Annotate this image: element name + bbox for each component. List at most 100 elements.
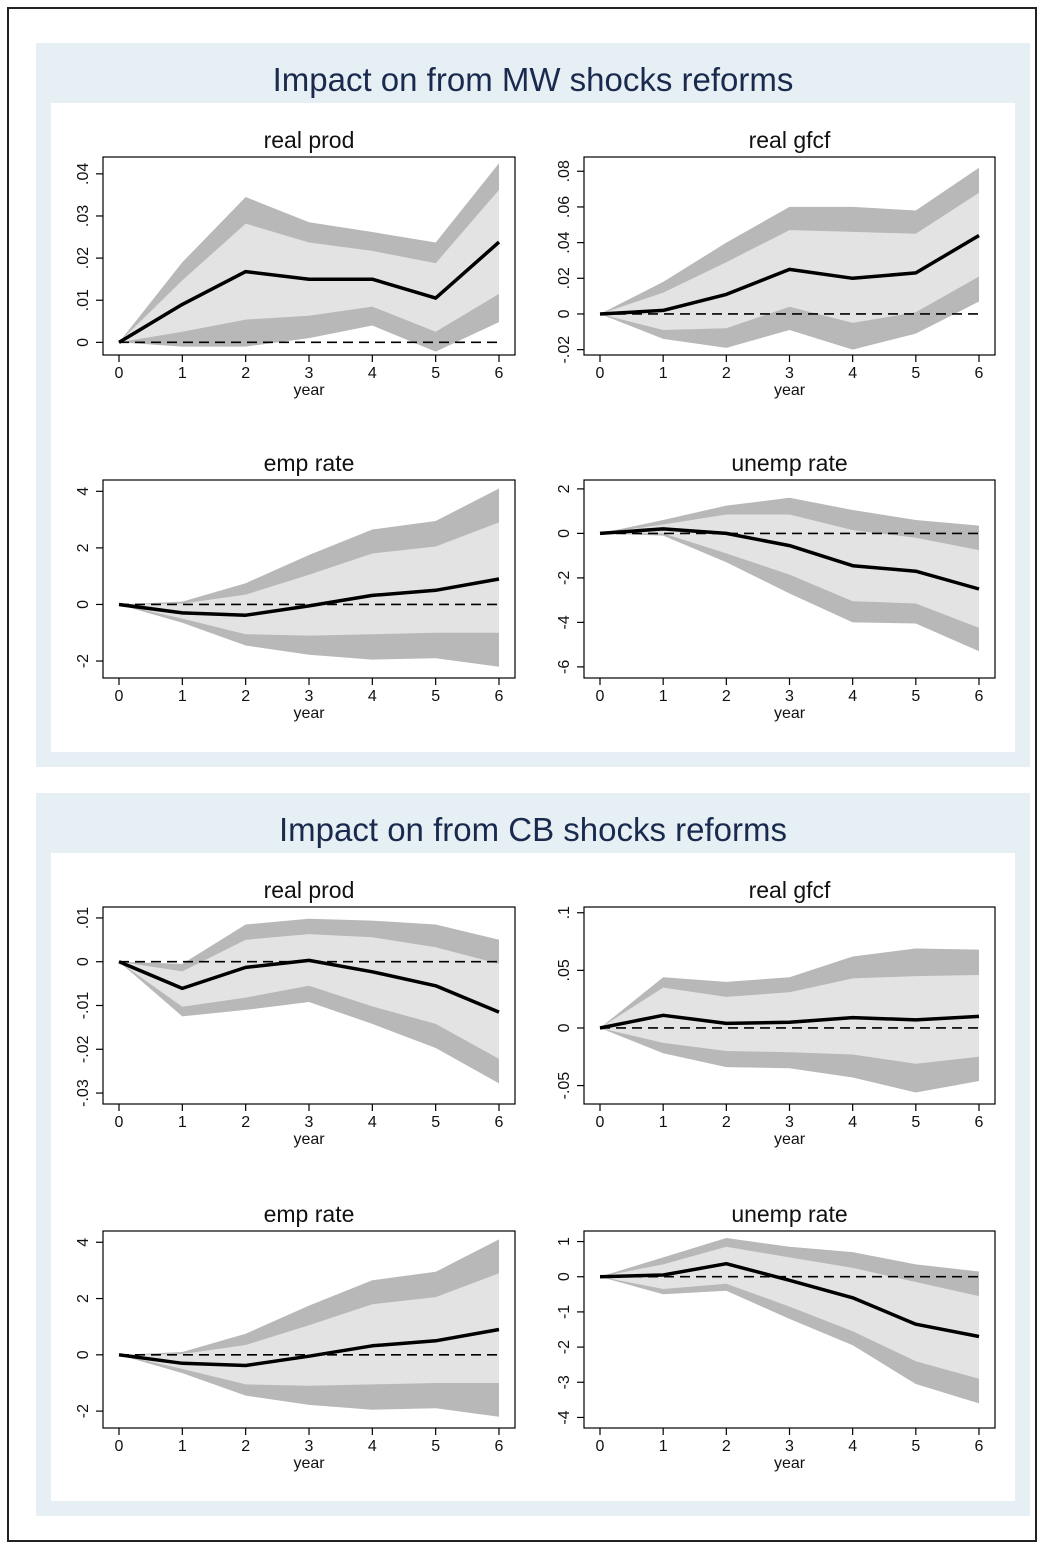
x-axis-label: year: [293, 382, 325, 399]
x-axis-label: year: [774, 705, 806, 722]
x-tick-label: 3: [785, 1114, 794, 1131]
y-tick-label: 4: [75, 487, 92, 496]
x-tick-label: 3: [305, 365, 314, 382]
x-tick-label: 4: [368, 688, 377, 705]
x-axis-label: year: [293, 1455, 325, 1472]
x-tick-label: 0: [115, 1438, 124, 1455]
x-tick-label: 5: [911, 1114, 920, 1131]
y-tick-label: 0: [556, 1272, 573, 1281]
point-estimate-line: [599, 1261, 980, 1339]
y-tick-label: .06: [556, 196, 573, 218]
x-tick-label: 0: [596, 1438, 605, 1455]
x-tick-label: 6: [495, 1114, 504, 1131]
mw-shocks-panel: Impact on from MW shocks reforms: [36, 43, 1030, 767]
chart-title: emp rate: [264, 1201, 355, 1227]
chart-unemp-rate-3: 0 1 2 3 4 5 6 year -6 -4 -2 0 2 unemp rate: [556, 450, 996, 722]
y-tick-label: 0: [556, 529, 573, 538]
x-tick-label: 2: [722, 365, 731, 382]
inner-confidence-band: [119, 189, 499, 343]
point-estimate-line: [599, 233, 980, 316]
y-tick-label: -2: [556, 1340, 573, 1354]
x-tick-label: 4: [368, 1438, 377, 1455]
x-tick-label: 0: [596, 688, 605, 705]
x-tick-label: 3: [305, 1114, 314, 1131]
y-tick-label: .02: [556, 267, 573, 289]
y-tick-label: -4: [556, 615, 573, 629]
x-tick-label: 4: [848, 365, 857, 382]
x-tick-label: 5: [911, 365, 920, 382]
x-tick-label: 2: [722, 1114, 731, 1131]
inner-confidence-band: [600, 1246, 979, 1379]
chart-unemp-rate-7: 0 1 2 3 4 5 6 year -4 -3 -2 -1 0 1 unemp rate: [556, 1201, 996, 1472]
x-tick-label: 5: [431, 365, 440, 382]
y-tick-label: -6: [556, 660, 573, 674]
x-tick-label: 0: [115, 688, 124, 705]
x-tick-label: 1: [659, 1114, 668, 1131]
x-tick-label: 3: [785, 365, 794, 382]
y-tick-label: 0: [556, 309, 573, 318]
x-tick-label: 0: [596, 1114, 605, 1131]
x-tick-label: 3: [785, 1438, 794, 1455]
y-tick-label: .04: [75, 163, 92, 185]
x-tick-label: 3: [305, 1438, 314, 1455]
x-tick-label: 6: [975, 1438, 984, 1455]
x-tick-label: 6: [975, 365, 984, 382]
x-axis-label: year: [293, 705, 325, 722]
x-tick-label: 4: [848, 688, 857, 705]
x-axis-label: year: [774, 1131, 806, 1148]
x-tick-label: 6: [495, 365, 504, 382]
x-tick-label: 6: [495, 688, 504, 705]
y-tick-label: 0: [75, 338, 92, 347]
y-tick-label: -1: [556, 1305, 573, 1319]
chart-emp-rate-2: 0 1 2 3 4 5 6 year -2 0 2 4 emp rate: [75, 450, 516, 722]
y-tick-label: .1: [556, 906, 573, 919]
chart-title: real prod: [264, 127, 355, 153]
y-tick-label: -.02: [556, 336, 573, 364]
inner-confidence-band: [119, 522, 499, 636]
x-tick-label: 4: [848, 1114, 857, 1131]
y-tick-label: 0: [75, 600, 92, 609]
y-tick-label: .01: [75, 289, 92, 311]
x-tick-label: 5: [911, 688, 920, 705]
y-tick-label: -.01: [75, 992, 92, 1020]
x-tick-label: 5: [431, 688, 440, 705]
y-tick-label: 2: [75, 1294, 92, 1303]
y-tick-label: -.05: [556, 1072, 573, 1100]
x-tick-label: 1: [178, 1114, 187, 1131]
chart-title: real gfcf: [749, 127, 831, 153]
figure-frame: [7, 7, 1037, 1542]
y-tick-label: 0: [75, 957, 92, 966]
y-tick-label: 2: [75, 543, 92, 552]
y-tick-label: -2: [75, 1404, 92, 1418]
x-tick-label: 5: [911, 1438, 920, 1455]
x-axis-label: year: [293, 1131, 325, 1148]
y-tick-label: -.02: [75, 1035, 92, 1063]
y-tick-label: .03: [75, 205, 92, 227]
inner-confidence-band: [119, 934, 499, 1059]
y-tick-label: -4: [556, 1410, 573, 1424]
x-axis-label: year: [774, 1455, 806, 1472]
point-estimate-line: [118, 1327, 500, 1368]
x-tick-label: 4: [848, 1438, 857, 1455]
chart-title: unemp rate: [731, 450, 847, 476]
y-tick-label: .01: [75, 907, 92, 929]
chart-title: real prod: [264, 877, 355, 903]
chart-real-gfcf-5: 0 1 2 3 4 5 6 year -.05 0 .05 .1 real gfcf: [556, 877, 996, 1148]
y-tick-label: 0: [75, 1350, 92, 1359]
x-tick-label: 2: [241, 688, 250, 705]
point-estimate-line: [599, 527, 980, 591]
y-tick-label: -2: [75, 654, 92, 668]
point-estimate-line: [118, 958, 500, 1014]
x-tick-label: 1: [659, 688, 668, 705]
y-tick-label: .08: [556, 160, 573, 182]
x-tick-label: 0: [115, 365, 124, 382]
y-tick-label: 1: [556, 1237, 573, 1246]
x-tick-label: 6: [975, 1114, 984, 1131]
y-tick-label: -3: [556, 1375, 573, 1389]
y-tick-label: 4: [75, 1238, 92, 1247]
x-tick-label: 3: [785, 688, 794, 705]
x-tick-label: 2: [241, 1438, 250, 1455]
x-tick-label: 4: [368, 365, 377, 382]
y-tick-label: .04: [556, 231, 573, 253]
